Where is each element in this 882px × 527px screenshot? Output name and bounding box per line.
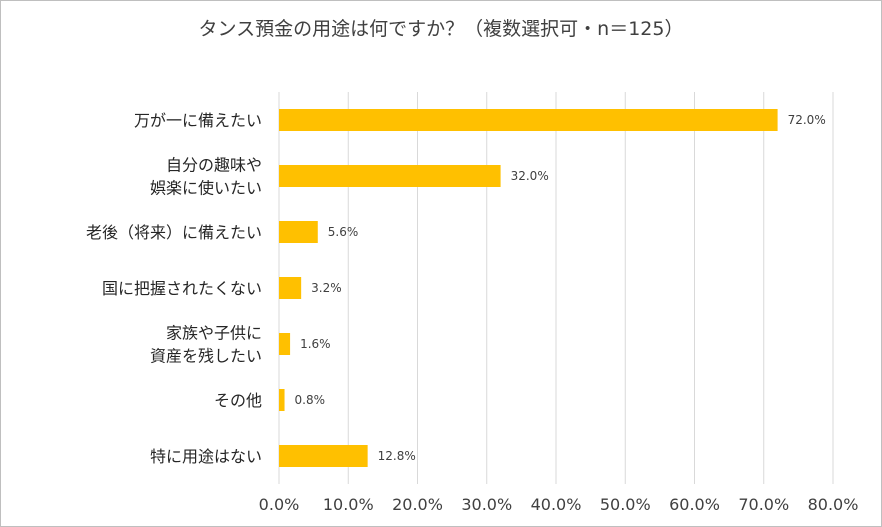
category-label-0-0: 万が一に備えたい: [134, 111, 262, 130]
tick-label-6: 60.0%: [669, 495, 720, 514]
tick-label-1: 10.0%: [323, 495, 374, 514]
category-label-5-0: その他: [214, 391, 262, 410]
tick-label-8: 80.0%: [808, 495, 859, 514]
tick-label-0: 0.0%: [259, 495, 300, 514]
data-label-5: 0.8%: [295, 393, 326, 407]
bar-6: [279, 445, 368, 467]
x-axis-tick-labels: 0.0% 10.0% 20.0% 30.0% 40.0% 50.0% 60.0% 70.0% 8…: [259, 495, 859, 514]
data-label-1: 32.0%: [511, 169, 549, 183]
bar-0: [279, 109, 778, 131]
category-label-1-0: 自分の趣味や: [166, 156, 262, 175]
data-label-6: 12.8%: [378, 449, 416, 463]
bar-5: [279, 389, 285, 411]
data-label-3: 3.2%: [311, 281, 342, 295]
chart-title: タンス預金の用途は何ですか？（複数選択可・n＝125）: [198, 18, 684, 40]
category-label-6-0: 特に用途はない: [150, 447, 262, 466]
gridlines: [278, 92, 834, 484]
data-label-2: 5.6%: [328, 225, 359, 239]
tick-label-7: 70.0%: [738, 495, 789, 514]
category-label-4-0: 家族や子供に: [166, 324, 262, 343]
bar-1: [279, 165, 501, 187]
tick-label-3: 30.0%: [461, 495, 512, 514]
tick-label-2: 20.0%: [392, 495, 443, 514]
bar-2: [279, 221, 318, 243]
data-labels: 72.0% 32.0% 5.6% 3.2% 1.6% 0.8% 12.8%: [295, 113, 826, 463]
category-labels: 万が一に備えたい自分の趣味や娯楽に使いたい老後（将来）に備えたい国に把握されたく…: [86, 111, 262, 466]
category-label-1-1: 娯楽に使いたい: [150, 179, 262, 198]
data-label-4: 1.6%: [300, 337, 331, 351]
data-label-0: 72.0%: [788, 113, 826, 127]
category-label-4-1: 資産を残したい: [150, 347, 262, 366]
tick-label-5: 50.0%: [600, 495, 651, 514]
bar-3: [279, 277, 302, 299]
category-label-2-0: 老後（将来）に備えたい: [86, 223, 262, 242]
bars: [279, 109, 778, 467]
tick-label-4: 40.0%: [531, 495, 582, 514]
category-label-3-0: 国に把握されたくない: [102, 279, 262, 298]
bar-4: [279, 333, 291, 355]
